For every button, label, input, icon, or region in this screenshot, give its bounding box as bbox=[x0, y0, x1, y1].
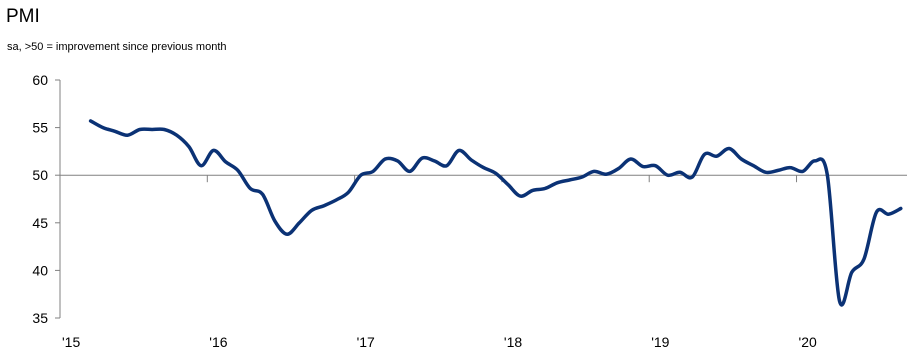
data-point bbox=[887, 213, 890, 216]
data-point bbox=[691, 176, 694, 179]
data-point bbox=[826, 173, 829, 176]
data-point bbox=[335, 199, 338, 202]
y-tick-label: 55 bbox=[32, 120, 48, 136]
data-point bbox=[457, 149, 460, 152]
data-point bbox=[433, 159, 436, 162]
data-point bbox=[187, 145, 190, 148]
x-tick-label: '15 bbox=[62, 334, 80, 349]
x-tick-label: '16 bbox=[209, 334, 227, 349]
data-point bbox=[801, 170, 804, 173]
data-point bbox=[114, 130, 117, 133]
y-tick-label: 60 bbox=[32, 72, 48, 88]
data-point bbox=[629, 158, 632, 161]
data-point bbox=[813, 159, 816, 162]
data-point bbox=[236, 169, 239, 172]
data-point bbox=[556, 181, 559, 184]
data-point bbox=[838, 299, 841, 302]
data-point bbox=[89, 119, 92, 122]
data-point bbox=[494, 172, 497, 175]
data-point bbox=[715, 155, 718, 158]
data-point bbox=[372, 170, 375, 173]
data-point bbox=[163, 128, 166, 131]
chart-subtitle: sa, >50 = improvement since previous mon… bbox=[7, 41, 227, 53]
data-point bbox=[323, 204, 326, 207]
pmi-series-line bbox=[88, 119, 903, 307]
series-group bbox=[88, 119, 903, 307]
data-point bbox=[212, 149, 215, 152]
y-tick-label: 45 bbox=[32, 215, 48, 231]
y-tick-label: 40 bbox=[32, 262, 48, 278]
x-tick-label: '20 bbox=[799, 334, 817, 349]
data-point bbox=[507, 183, 510, 186]
data-point bbox=[728, 147, 731, 150]
data-point bbox=[286, 233, 289, 236]
y-tick-label: 35 bbox=[32, 310, 48, 326]
data-point bbox=[777, 169, 780, 172]
data-point bbox=[740, 158, 743, 161]
data-point bbox=[899, 207, 902, 210]
y-axis: 35 40 45 50 55 60 bbox=[32, 72, 61, 326]
data-point bbox=[580, 176, 583, 179]
data-point bbox=[519, 195, 522, 198]
data-point bbox=[850, 271, 853, 274]
data-point bbox=[678, 171, 681, 174]
y-tick-label: 50 bbox=[32, 167, 48, 183]
data-point bbox=[789, 166, 792, 169]
data-point bbox=[470, 159, 473, 162]
data-point bbox=[703, 153, 706, 156]
data-point bbox=[249, 187, 252, 190]
data-point bbox=[593, 170, 596, 173]
data-point bbox=[200, 164, 203, 167]
data-point bbox=[224, 160, 227, 163]
data-point bbox=[875, 211, 878, 214]
data-point bbox=[764, 171, 767, 174]
data-point bbox=[261, 193, 264, 196]
data-point bbox=[384, 158, 387, 161]
data-point bbox=[421, 157, 424, 160]
data-point bbox=[605, 173, 608, 176]
data-point bbox=[396, 159, 399, 162]
x-tick-label: '17 bbox=[357, 334, 375, 349]
data-point bbox=[863, 258, 866, 261]
chart-title: PMI bbox=[6, 6, 40, 27]
data-point bbox=[445, 164, 448, 167]
data-point bbox=[752, 164, 755, 167]
data-point bbox=[642, 165, 645, 168]
data-point bbox=[568, 179, 571, 182]
data-point bbox=[408, 170, 411, 173]
data-point bbox=[347, 191, 350, 194]
data-point bbox=[273, 219, 276, 222]
data-point bbox=[482, 166, 485, 169]
data-point bbox=[617, 167, 620, 170]
data-point bbox=[666, 174, 669, 177]
x-tick-label: '18 bbox=[504, 334, 522, 349]
data-point bbox=[126, 134, 129, 137]
data-point bbox=[298, 221, 301, 224]
data-point bbox=[654, 164, 657, 167]
x-axis: '15 '16 '17 '18 '19 '20 bbox=[60, 174, 907, 349]
data-point bbox=[175, 134, 178, 137]
data-point bbox=[102, 126, 105, 129]
data-point bbox=[543, 187, 546, 190]
data-point bbox=[531, 189, 534, 192]
data-point bbox=[359, 174, 362, 177]
x-tick-label: '19 bbox=[651, 334, 669, 349]
data-point bbox=[151, 128, 154, 131]
data-point bbox=[138, 128, 141, 131]
data-point bbox=[310, 209, 313, 212]
